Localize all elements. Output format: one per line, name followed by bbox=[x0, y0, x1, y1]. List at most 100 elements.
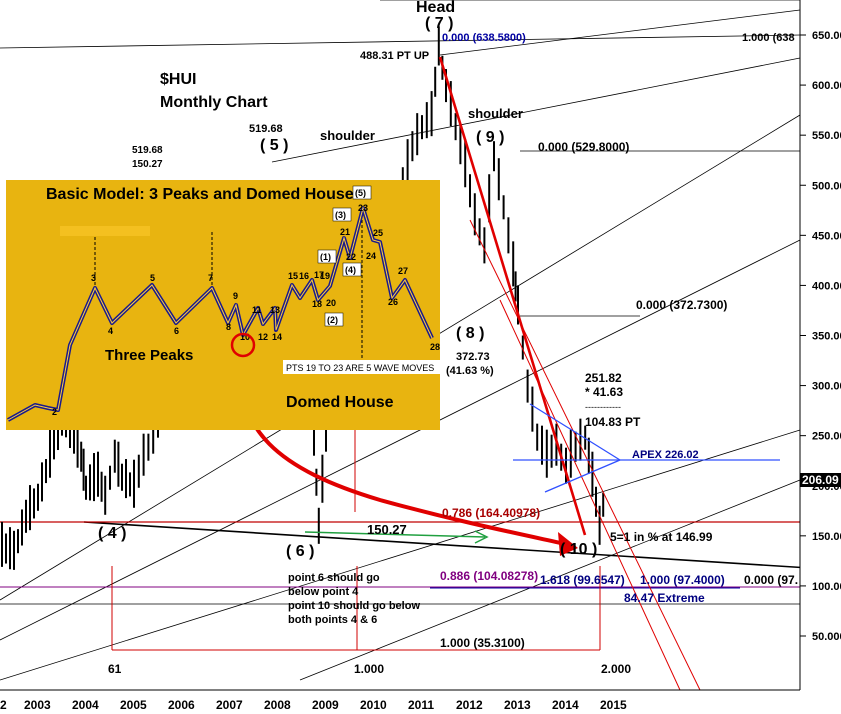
inset-wave-number: 26 bbox=[388, 297, 398, 307]
point-7-label: ( 7 ) bbox=[425, 15, 453, 32]
inset-wave-number: 27 bbox=[398, 266, 408, 276]
fib-35-label: 1.000 (35.3100) bbox=[440, 636, 525, 650]
y-axis: 650.000 600.000 550.000 500.000 450.000 400.0… bbox=[800, 30, 841, 643]
inset-wave-number: 28 bbox=[430, 342, 440, 352]
fib-372-label: 0.000 (372.7300) bbox=[636, 298, 727, 312]
note-line-1: point 6 should go bbox=[288, 572, 380, 584]
inset-wave-number: 23 bbox=[358, 203, 368, 213]
x-tick-label: 2003 bbox=[24, 698, 51, 712]
inset-wave-number: 10 bbox=[240, 332, 250, 342]
y-tick-label: 550.000 bbox=[812, 130, 841, 142]
y-tick-label: 250.000 bbox=[812, 431, 841, 443]
x-tick-label: 2015 bbox=[600, 698, 627, 712]
y-tick-label: 350.000 bbox=[812, 331, 841, 343]
x-tick-label: 2013 bbox=[504, 698, 531, 712]
y-tick-label: 600.000 bbox=[812, 80, 841, 92]
boxed-label-2: (2) bbox=[327, 315, 338, 325]
extreme-label: 84.47 Extreme bbox=[624, 591, 705, 605]
inset-wave-number: 5 bbox=[150, 273, 155, 283]
downtrend-main bbox=[438, 56, 587, 536]
x-tick-label: 2009 bbox=[312, 698, 339, 712]
top-fib-line bbox=[0, 34, 801, 49]
boxed-label-3: (3) bbox=[335, 210, 346, 220]
boxed-label-1: (1) bbox=[320, 252, 331, 262]
point-8-label: ( 8 ) bbox=[456, 325, 484, 342]
inset-wave-number: 6 bbox=[174, 326, 179, 336]
chart-title: $HUI bbox=[160, 71, 196, 88]
bottom-channel-line bbox=[299, 479, 801, 681]
neckline bbox=[83, 521, 841, 571]
fib-529-label: 0.000 (529.8000) bbox=[538, 140, 629, 154]
pct-41: (41.63 %) bbox=[446, 365, 494, 377]
fib-886-label: 0.886 (104.08278) bbox=[440, 569, 538, 583]
fib-one-top-label: 1.000 (638 bbox=[742, 32, 795, 44]
x-tick-label: 2011 bbox=[408, 698, 434, 712]
time-2-label: 2.000 bbox=[601, 662, 631, 676]
point-10-circle bbox=[230, 332, 256, 358]
inset-wave-number: 22 bbox=[346, 252, 356, 262]
three-peaks-label: Three Peaks bbox=[105, 347, 193, 364]
calc-dash: ------------ bbox=[585, 402, 621, 412]
fib-0-97-label: 0.000 (97. bbox=[744, 573, 798, 587]
inset-wave-number: 17 bbox=[314, 270, 324, 280]
y-tick-label: 650.000 bbox=[812, 30, 841, 42]
fib-top-label: 0.000 (638.5800) bbox=[442, 32, 526, 44]
y-tick-label: 400.000 bbox=[812, 280, 841, 292]
point-9-label: ( 9 ) bbox=[476, 129, 504, 146]
lower-channel-line bbox=[0, 239, 801, 641]
green-arrow bbox=[304, 530, 489, 544]
inset-wave-number: 25 bbox=[373, 228, 383, 238]
red-arrow-head bbox=[558, 532, 578, 556]
note-line-4: both points 4 & 6 bbox=[288, 614, 377, 626]
left-value-1: 519.68 bbox=[132, 145, 163, 156]
y-tick-label: 150.000 bbox=[812, 531, 841, 543]
calc-c: 104.83 PT bbox=[585, 415, 641, 429]
point-5-label: ( 5 ) bbox=[260, 137, 288, 154]
inset-boxed-labels: (1) (2) (3) (4) (5) bbox=[317, 185, 372, 327]
y-tick-label: 50.000 bbox=[812, 631, 841, 643]
shoulder-line bbox=[271, 57, 801, 163]
shoulder-left-label: shoulder bbox=[320, 128, 375, 143]
x-tick-label: 2006 bbox=[168, 698, 195, 712]
inset-wave-number: 16 bbox=[299, 271, 309, 281]
apex-label: APEX 226.02 bbox=[632, 449, 699, 461]
x-tick-label: 2005 bbox=[120, 698, 147, 712]
inset-wave-number: 18 bbox=[312, 299, 322, 309]
x-tick-label: 2004 bbox=[72, 698, 99, 712]
x-tick-label: 2012 bbox=[456, 698, 483, 712]
pt-up-label: 488.31 PT UP bbox=[360, 50, 429, 62]
domed-house-label: Domed House bbox=[286, 394, 394, 411]
inset-title: Basic Model: 3 Peaks and Domed House bbox=[46, 186, 354, 203]
y-tick-label: 100.000 bbox=[812, 581, 841, 593]
head-label: Head bbox=[416, 0, 455, 16]
x-tick-label: 2014 bbox=[552, 698, 579, 712]
last-price-box bbox=[800, 473, 841, 487]
basic-model-inset: Basic Model: 3 Peaks and Domed House 23 4… bbox=[6, 180, 441, 430]
point-4-label: ( 4 ) bbox=[98, 525, 126, 542]
boxed-label-5: (5) bbox=[355, 188, 366, 198]
y-tick-label: 500.000 bbox=[812, 180, 841, 192]
head-top-line bbox=[439, 9, 801, 56]
inset-wave-number: 24 bbox=[366, 251, 376, 261]
point-6-label: ( 6 ) bbox=[286, 543, 314, 560]
fib-786-label: 0.786 (164.40978) bbox=[442, 506, 540, 520]
inset-wave-number: 3 bbox=[91, 273, 96, 283]
chart-subtitle: Monthly Chart bbox=[160, 94, 268, 111]
y-tick-label: 450.000 bbox=[812, 230, 841, 242]
inset-note: PTS 19 TO 23 ARE 5 WAVE MOVES bbox=[286, 363, 434, 373]
inset-wave-number: 4 bbox=[108, 326, 113, 336]
calc-a: 251.82 bbox=[585, 371, 622, 385]
shoulder-right-label: shoulder bbox=[468, 106, 523, 121]
inset-bg bbox=[6, 180, 440, 430]
last-price: 206.09 bbox=[802, 473, 839, 487]
inset-wave-number: 7 bbox=[208, 273, 213, 283]
note-line-3: point 10 should go below bbox=[288, 600, 420, 612]
triangle-pattern bbox=[513, 403, 780, 493]
time-cycles bbox=[111, 430, 601, 651]
fib-1000-label: 1.000 (97.4000) bbox=[640, 573, 725, 587]
time-61-label: 61 bbox=[108, 662, 122, 676]
point-5-value: 519.68 bbox=[249, 123, 283, 135]
